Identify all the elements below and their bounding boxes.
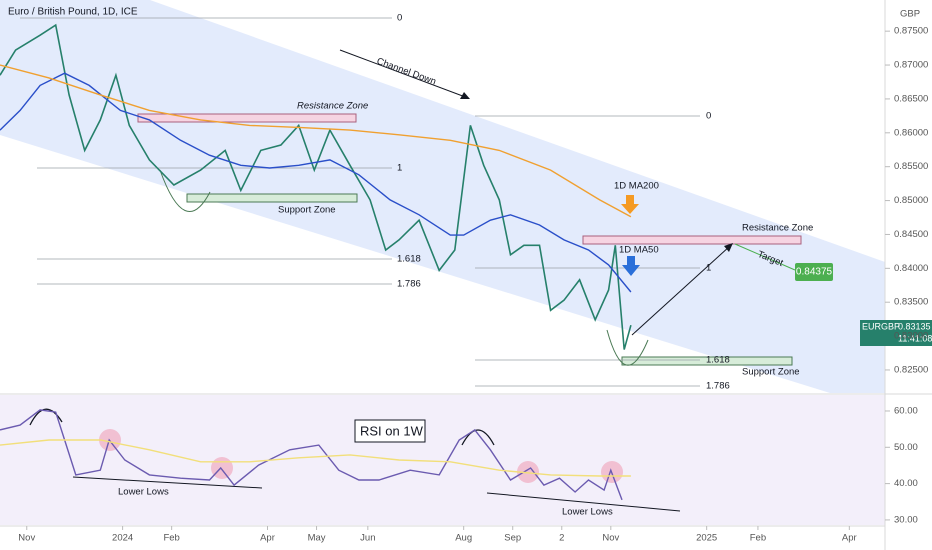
y-tick-label: 60.00 <box>894 405 918 416</box>
x-tick-label: Apr <box>260 533 275 544</box>
y-tick-label: 40.00 <box>894 478 918 489</box>
arrow-head <box>724 243 733 252</box>
arrow-head <box>460 92 470 99</box>
ma50-arrow <box>622 256 640 276</box>
rsi-arc <box>29 408 63 426</box>
fib-label: 1.618 <box>397 254 421 265</box>
chart-title: Euro / British Pound, 1D, ICE <box>8 7 138 18</box>
resistance-zone <box>137 113 357 123</box>
fib-lines <box>20 17 700 387</box>
annotation: Resistance Zone <box>297 101 368 112</box>
y-tick-label: 0.85500 <box>894 161 928 172</box>
x-tick-label: 2024 <box>112 533 133 544</box>
rsi-pane <box>0 395 885 525</box>
y-tick-label: 0.84500 <box>894 229 928 240</box>
y-tick-label: 50.00 <box>894 442 918 453</box>
support-zone <box>621 356 793 366</box>
fib-label: 0 <box>397 13 402 24</box>
last-price: 0.83135 <box>898 321 931 331</box>
x-tick-label: Jun <box>360 533 375 544</box>
ma200-arrow <box>621 195 639 214</box>
annotation: 1D MA50 <box>619 245 659 256</box>
projection-arrow <box>631 245 731 336</box>
fib-label: 1.618 <box>706 355 730 366</box>
lower-lows-line <box>486 492 681 512</box>
x-tick-label: 2 <box>559 533 564 544</box>
annotation: 1D MA200 <box>614 181 659 192</box>
annotation: Support Zone <box>278 205 336 216</box>
series-line <box>0 409 623 501</box>
rsi-title-box <box>354 419 426 443</box>
rsi-highlight <box>517 461 539 483</box>
countdown: 11:41:08 <box>898 333 932 343</box>
fib-label: 1.786 <box>397 279 421 290</box>
x-tick-label: Feb <box>163 533 179 544</box>
lower-lows-line <box>72 476 263 489</box>
bottom-arc <box>159 169 211 212</box>
x-tick-label: 2025 <box>696 533 717 544</box>
y-tick-label: 0.85000 <box>894 195 928 206</box>
y-tick-label: 0.83500 <box>894 297 928 308</box>
series-line <box>0 72 632 293</box>
y-tick-label: 0.83000 <box>894 331 928 342</box>
fib-label: 1 <box>397 163 402 174</box>
support-zone <box>186 193 358 203</box>
annotation: Support Zone <box>742 367 800 378</box>
price-tag <box>860 320 932 346</box>
target-price: 0.84375 <box>796 267 833 278</box>
series-line <box>0 439 631 477</box>
x-tick-label: Sep <box>504 533 521 544</box>
x-tick-label: Apr <box>842 533 857 544</box>
y-tick-label: 0.84000 <box>894 263 928 274</box>
resistance-zone <box>582 235 802 245</box>
x-tick-label: Aug <box>455 533 472 544</box>
y-tick-label: 0.86000 <box>894 127 928 138</box>
fib-label: 1 <box>706 263 711 274</box>
x-tick-label: Nov <box>18 533 35 544</box>
rsi-arc <box>461 429 495 446</box>
series-line <box>0 64 632 218</box>
y-tick-label: 0.87500 <box>894 26 928 37</box>
symbol: EURGBP <box>862 321 900 331</box>
fib-label: 0 <box>706 111 711 122</box>
fib-label: 1.786 <box>706 381 730 392</box>
target-line <box>734 243 796 271</box>
currency: GBP <box>900 9 920 20</box>
x-tick-label: May <box>308 533 326 544</box>
channel-arrow <box>339 49 469 99</box>
annotation: Lower Lows <box>118 487 169 498</box>
bottom-arc <box>606 329 649 366</box>
annotation: Resistance Zone <box>742 223 813 234</box>
channel <box>0 0 885 393</box>
y-tick-label: 30.00 <box>894 514 918 525</box>
x-tick-label: Nov <box>602 533 619 544</box>
y-tick-label: 0.82500 <box>894 364 928 375</box>
x-tick-label: Feb <box>750 533 766 544</box>
y-tick-label: 0.86500 <box>894 93 928 104</box>
target-tag <box>795 263 833 281</box>
y-tick-label: 0.87000 <box>894 60 928 71</box>
rsi-title: RSI on 1W <box>360 423 424 438</box>
annotation: Lower Lows <box>562 507 613 518</box>
